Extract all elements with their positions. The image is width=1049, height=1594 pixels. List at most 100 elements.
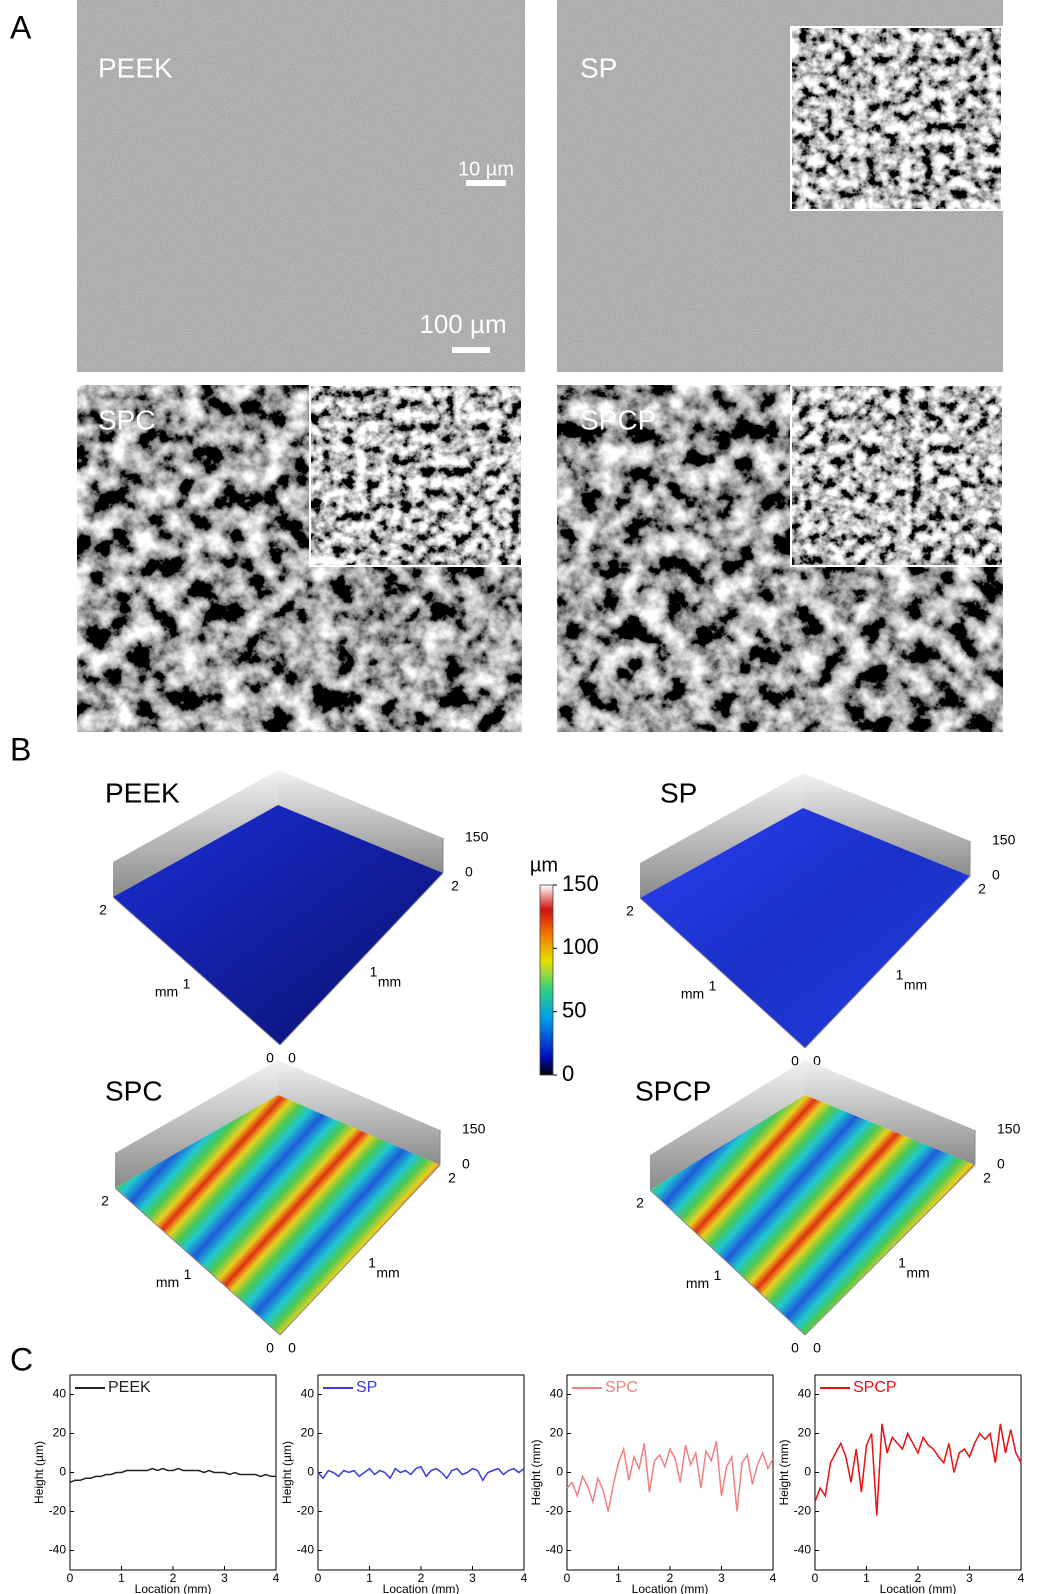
axis-tick-label: 2 — [978, 881, 986, 897]
axis-tick-label: 1 — [368, 1255, 376, 1271]
y-tick-label: -40 — [794, 1543, 812, 1557]
x-tick-label: 0 — [812, 1571, 819, 1585]
data-line — [815, 1424, 1021, 1516]
axis-label: mm — [378, 974, 401, 990]
y-tick-label: 20 — [550, 1426, 564, 1440]
z-tick-label: 0 — [465, 864, 473, 880]
axis-tick-label: 1 — [898, 1255, 906, 1271]
y-tick-label: 0 — [307, 1465, 314, 1479]
z-tick-label: 150 — [992, 832, 1016, 848]
colorbar-tick-label: 100 — [562, 934, 599, 959]
image-label: PEEK — [98, 52, 173, 83]
colorbar-tick-label: 50 — [562, 997, 586, 1022]
axis-label: mm — [681, 986, 704, 1002]
x-tick-label: 4 — [273, 1571, 280, 1585]
plot-label: SP — [660, 777, 697, 808]
axis-label: mm — [904, 977, 927, 993]
y-tick-label: 40 — [53, 1387, 67, 1401]
axis-tick-label: 1 — [184, 1266, 192, 1282]
y-axis-label: Height (mm) — [529, 1439, 543, 1505]
scale-bar-label: 10 µm — [458, 158, 514, 180]
data-line — [70, 1469, 276, 1483]
y-tick-label: 20 — [301, 1426, 315, 1440]
x-tick-label: 3 — [966, 1571, 973, 1585]
y-tick-label: -40 — [546, 1543, 564, 1557]
axis-tick-label: 0 — [288, 1340, 296, 1356]
y-tick-label: 20 — [53, 1426, 67, 1440]
x-tick-label: 0 — [564, 1571, 571, 1585]
sem-images — [77, 0, 1003, 732]
y-tick-label: 0 — [556, 1465, 563, 1479]
axis-tick-label: 1 — [183, 976, 191, 992]
y-tick-label: 0 — [59, 1465, 66, 1479]
plot-area — [70, 1375, 276, 1570]
scale-bar — [452, 347, 490, 353]
x-tick-label: 1 — [863, 1571, 870, 1585]
y-axis-label: Height (µm) — [280, 1441, 294, 1504]
x-tick-label: 3 — [221, 1571, 228, 1585]
x-axis-label: Location (mm) — [383, 1582, 460, 1594]
scale-bar-label: 100 µm — [419, 309, 506, 339]
axis-label: mm — [686, 1275, 709, 1291]
x-tick-label: 1 — [366, 1571, 373, 1585]
z-tick-label: 150 — [997, 1121, 1021, 1137]
panel-label: B — [10, 731, 31, 767]
axis-tick-label: 2 — [99, 902, 107, 918]
axis-tick-label: 1 — [714, 1267, 722, 1283]
y-tick-label: -40 — [49, 1543, 67, 1557]
axis-label: mm — [906, 1265, 929, 1281]
axis-tick-label: 2 — [626, 903, 634, 919]
axis-tick-label: 2 — [101, 1193, 109, 1209]
axis-label: mm — [376, 1265, 399, 1281]
x-axis-label: Location (mm) — [880, 1582, 957, 1594]
y-tick-label: 40 — [798, 1387, 812, 1401]
axis-tick-label: 2 — [451, 878, 459, 894]
image-label: SPC — [98, 404, 156, 435]
x-tick-label: 4 — [1018, 1571, 1025, 1585]
axis-tick-label: 1 — [709, 978, 717, 994]
axis-tick-label: 0 — [266, 1340, 274, 1356]
y-axis-label: Height (mm) — [777, 1439, 791, 1505]
y-tick-label: 40 — [550, 1387, 564, 1401]
z-tick-label: 0 — [997, 1156, 1005, 1172]
z-tick-label: 150 — [462, 1121, 486, 1137]
x-axis-label: Location (mm) — [632, 1582, 709, 1594]
legend-label: SPC — [605, 1379, 638, 1396]
z-tick-label: 150 — [465, 829, 489, 845]
colorbar-label: µm — [530, 854, 558, 876]
plot-label: SPC — [105, 1075, 163, 1106]
axis-label: mm — [155, 984, 178, 1000]
z-tick-label: 0 — [992, 867, 1000, 883]
inset-image — [791, 27, 1002, 210]
inset-image — [791, 385, 1003, 566]
colorbar-tick-label: 150 — [562, 871, 599, 896]
image-label: SPCP — [580, 404, 656, 435]
axis-tick-label: 2 — [448, 1170, 456, 1186]
axis-tick-label: 2 — [636, 1195, 644, 1211]
image-label: SP — [580, 52, 617, 83]
x-tick-label: 1 — [118, 1571, 125, 1585]
y-tick-label: -20 — [546, 1504, 564, 1518]
x-tick-label: 4 — [521, 1571, 528, 1585]
x-axis-label: Location (mm) — [135, 1582, 212, 1594]
axis-tick-label: 1 — [370, 964, 378, 980]
x-tick-label: 1 — [615, 1571, 622, 1585]
z-tick-label: 0 — [462, 1156, 470, 1172]
plot-label: SPCP — [635, 1075, 711, 1106]
y-tick-label: 0 — [804, 1465, 811, 1479]
axis-tick-label: 0 — [813, 1340, 821, 1356]
y-tick-label: -20 — [49, 1504, 67, 1518]
inset-image — [310, 385, 522, 566]
y-tick-label: -20 — [297, 1504, 315, 1518]
y-tick-label: -20 — [794, 1504, 812, 1518]
x-tick-label: 4 — [770, 1571, 777, 1585]
y-tick-label: -40 — [297, 1543, 315, 1557]
scale-bar — [466, 180, 506, 186]
plot-area — [567, 1375, 773, 1570]
data-line — [567, 1441, 773, 1511]
x-tick-label: 0 — [67, 1571, 74, 1585]
legend-label: SPCP — [853, 1379, 897, 1396]
